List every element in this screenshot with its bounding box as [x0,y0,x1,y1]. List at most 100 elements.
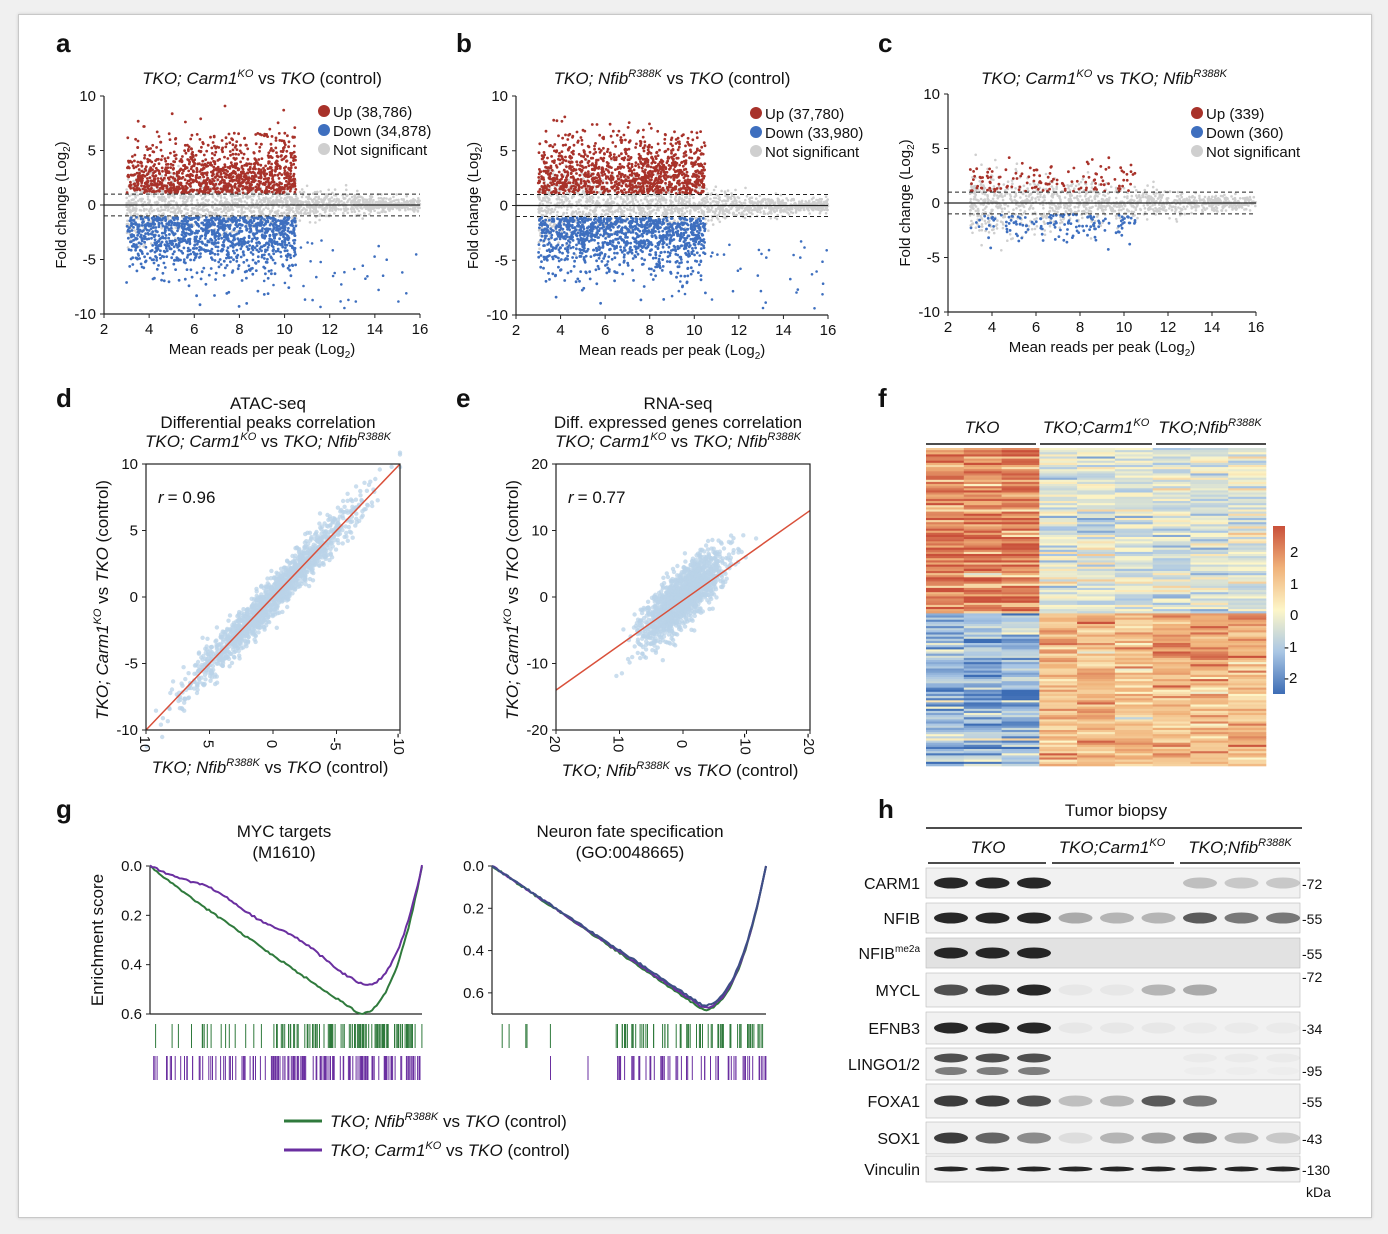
down-point [196,240,200,244]
ns-point [368,200,372,204]
up-point [227,174,231,177]
up-point [225,142,229,146]
down-point [157,264,160,267]
ns-point [185,199,189,203]
up-point [223,163,227,167]
down-point [153,250,157,254]
down-point [208,252,212,256]
down-point [199,246,203,250]
up-point [152,171,155,175]
down-point [199,277,203,281]
panel-label-a: a [56,28,71,58]
down-point [280,244,284,247]
up-point [237,189,241,193]
down-point [138,229,141,233]
up-point [230,191,234,194]
ns-point [211,206,214,209]
down-point [245,276,248,280]
down-point [162,261,166,265]
ns-point [283,211,286,214]
down-point [139,262,143,266]
down-point [182,217,186,221]
down-point [340,283,343,286]
ns-point [134,196,137,199]
down-point [251,248,255,252]
ns-point [395,206,399,210]
ns-point [760,207,764,210]
down-point [165,240,168,244]
down-point [354,300,358,303]
up-point [135,188,139,192]
down-point [271,223,275,227]
down-point [331,274,335,278]
down-point [283,249,287,253]
ns-point [202,209,205,213]
ns-point [589,208,592,212]
up-point [239,160,243,164]
ns-point [316,210,319,213]
down-point [164,215,167,219]
up-point [174,137,178,140]
down-point [130,233,134,237]
down-point [219,249,223,253]
down-point [254,269,258,272]
down-point [238,222,242,226]
up-point [215,145,219,149]
down-point [292,239,295,242]
x-tick-label: 2 [100,321,108,338]
ns-point [140,199,143,203]
down-point [235,259,239,263]
up-point [159,140,163,144]
ns-point [547,207,550,211]
down-point [278,237,281,241]
ns-point [305,205,309,209]
ns-point [311,210,315,213]
down-point [204,234,208,238]
up-point [199,150,203,154]
down-point [270,242,274,245]
up-point [277,188,281,192]
up-point [147,147,151,151]
ns-point [697,210,700,214]
down-point [272,252,276,256]
up-point [239,143,242,147]
ns-point [259,210,263,214]
ns-point [711,223,715,226]
up-point [164,189,167,193]
down-point [347,298,350,302]
down-point [243,270,247,274]
down-point [153,238,157,242]
down-point [171,252,175,256]
down-point [200,221,204,225]
ns-point [537,210,541,213]
up-point [237,132,241,136]
panel-label-f: f [878,383,887,413]
x-tick-label: 6 [190,321,198,338]
down-point [401,271,404,274]
up-point [285,149,289,153]
up-point [228,141,232,145]
ns-point [553,208,557,211]
ns-point [234,194,237,197]
down-point [220,236,224,240]
down-point [287,286,291,289]
up-point [167,132,171,136]
up-point [292,172,296,176]
up-point [168,138,172,142]
down-point [238,241,241,244]
ns-point [153,201,157,204]
down-point [130,229,134,232]
ns-point [312,212,316,215]
ns-point [416,209,420,212]
up-point [287,166,291,170]
down-point [168,242,172,245]
down-point [126,228,130,232]
ns-point [157,195,160,199]
up-point [231,188,234,192]
down-point [162,255,166,259]
down-point [163,231,167,235]
y-axis-label: Fold change (Log2) [53,141,73,268]
up-point [163,157,167,161]
up-point [151,143,155,147]
